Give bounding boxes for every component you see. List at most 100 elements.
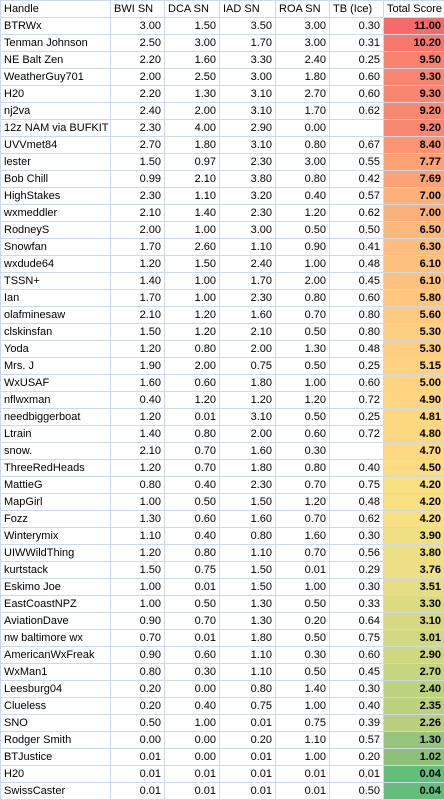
total-score-cell[interactable]: 9.50 [384,52,444,69]
handle-cell[interactable]: Ian [1,290,111,307]
handle-cell[interactable]: Ltrain [1,426,111,443]
bwi-cell[interactable]: 1.00 [111,596,165,613]
bwi-cell[interactable]: 0.70 [111,630,165,647]
tb-cell[interactable]: 0.50 [330,222,384,239]
roa-cell[interactable]: 0.50 [276,664,330,681]
total-score-cell[interactable]: 4.80 [384,426,444,443]
iad-cell[interactable]: 1.60 [220,443,276,460]
tb-cell[interactable]: 0.40 [330,460,384,477]
roa-cell[interactable]: 3.00 [276,18,330,35]
dca-cell[interactable]: 0.50 [165,494,220,511]
tb-cell[interactable]: 0.64 [330,613,384,630]
bwi-cell[interactable]: 1.20 [111,256,165,273]
bwi-cell[interactable]: 1.70 [111,239,165,256]
tb-cell[interactable]: 0.56 [330,545,384,562]
iad-cell[interactable]: 2.30 [220,477,276,494]
dca-cell[interactable]: 0.70 [165,460,220,477]
handle-cell[interactable]: H20 [1,766,111,783]
dca-cell[interactable]: 1.20 [165,392,220,409]
iad-cell[interactable]: 1.10 [220,664,276,681]
dca-cell[interactable]: 0.00 [165,749,220,766]
handle-cell[interactable]: BTRWx [1,18,111,35]
roa-cell[interactable]: 0.30 [276,443,330,460]
iad-cell[interactable]: 1.30 [220,613,276,630]
roa-cell[interactable]: 0.30 [276,647,330,664]
iad-cell[interactable]: 1.70 [220,273,276,290]
handle-cell[interactable]: Yoda [1,341,111,358]
tb-cell[interactable]: 0.33 [330,596,384,613]
dca-cell[interactable]: 1.50 [165,18,220,35]
dca-cell[interactable]: 0.00 [165,732,220,749]
tb-cell[interactable]: 0.41 [330,239,384,256]
total-score-cell[interactable]: 4.81 [384,409,444,426]
handle-cell[interactable]: lester [1,154,111,171]
total-score-cell[interactable]: 4.20 [384,477,444,494]
bwi-cell[interactable]: 0.20 [111,698,165,715]
tb-cell[interactable] [330,120,384,137]
column-header-roa[interactable]: ROA SN [276,1,330,18]
iad-cell[interactable]: 2.30 [220,205,276,222]
roa-cell[interactable]: 0.70 [276,307,330,324]
bwi-cell[interactable]: 1.00 [111,494,165,511]
iad-cell[interactable]: 2.10 [220,324,276,341]
iad-cell[interactable]: 3.20 [220,188,276,205]
tb-cell[interactable]: 0.48 [330,341,384,358]
total-score-cell[interactable]: 5.30 [384,324,444,341]
roa-cell[interactable]: 1.80 [276,69,330,86]
handle-cell[interactable]: Mrs. J [1,358,111,375]
total-score-cell[interactable]: 3.80 [384,545,444,562]
bwi-cell[interactable]: 1.70 [111,290,165,307]
roa-cell[interactable]: 0.80 [276,290,330,307]
roa-cell[interactable]: 0.50 [276,222,330,239]
bwi-cell[interactable]: 3.00 [111,18,165,35]
bwi-cell[interactable]: 0.90 [111,613,165,630]
total-score-cell[interactable]: 4.90 [384,392,444,409]
roa-cell[interactable]: 0.20 [276,613,330,630]
handle-cell[interactable]: RodneyS [1,222,111,239]
tb-cell[interactable]: 0.40 [330,698,384,715]
roa-cell[interactable]: 1.00 [276,698,330,715]
handle-cell[interactable]: WxUSAF [1,375,111,392]
tb-cell[interactable]: 0.75 [330,477,384,494]
total-score-cell[interactable]: 2.90 [384,647,444,664]
dca-cell[interactable]: 2.00 [165,103,220,120]
dca-cell[interactable]: 0.40 [165,698,220,715]
handle-cell[interactable]: snow. [1,443,111,460]
tb-cell[interactable]: 0.25 [330,358,384,375]
iad-cell[interactable]: 1.50 [220,579,276,596]
iad-cell[interactable]: 0.80 [220,528,276,545]
tb-cell[interactable]: 0.60 [330,290,384,307]
bwi-cell[interactable]: 2.50 [111,35,165,52]
tb-cell[interactable]: 0.57 [330,732,384,749]
iad-cell[interactable]: 3.80 [220,171,276,188]
bwi-cell[interactable]: 2.00 [111,222,165,239]
tb-cell[interactable]: 0.48 [330,494,384,511]
iad-cell[interactable]: 1.20 [220,392,276,409]
roa-cell[interactable]: 1.00 [276,749,330,766]
iad-cell[interactable]: 2.00 [220,341,276,358]
dca-cell[interactable]: 0.75 [165,562,220,579]
dca-cell[interactable]: 0.80 [165,426,220,443]
handle-cell[interactable]: Bob Chill [1,171,111,188]
total-score-cell[interactable]: 5.15 [384,358,444,375]
iad-cell[interactable]: 1.80 [220,460,276,477]
tb-cell[interactable]: 0.62 [330,511,384,528]
total-score-cell[interactable]: 0.04 [384,766,444,783]
roa-cell[interactable]: 0.80 [276,137,330,154]
dca-cell[interactable]: 2.50 [165,69,220,86]
total-score-cell[interactable]: 3.01 [384,630,444,647]
iad-cell[interactable]: 0.75 [220,698,276,715]
roa-cell[interactable]: 0.90 [276,239,330,256]
tb-cell[interactable]: 0.31 [330,35,384,52]
tb-cell[interactable]: 0.55 [330,154,384,171]
roa-cell[interactable]: 1.30 [276,341,330,358]
roa-cell[interactable]: 1.20 [276,392,330,409]
total-score-cell[interactable]: 5.00 [384,375,444,392]
roa-cell[interactable]: 0.01 [276,562,330,579]
total-score-cell[interactable]: 10.20 [384,35,444,52]
handle-cell[interactable]: TSSN+ [1,273,111,290]
tb-cell[interactable]: 0.62 [330,205,384,222]
dca-cell[interactable]: 1.00 [165,273,220,290]
dca-cell[interactable]: 0.50 [165,596,220,613]
bwi-cell[interactable]: 1.40 [111,273,165,290]
